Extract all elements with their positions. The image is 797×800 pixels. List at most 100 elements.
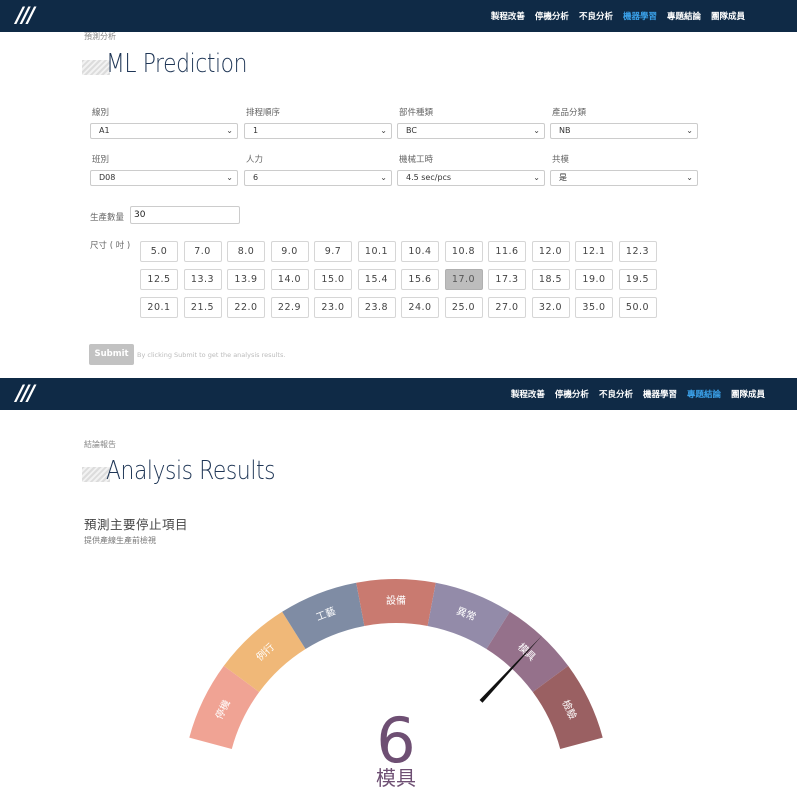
field-select[interactable]: A1 ⌄ (90, 123, 238, 139)
size-option[interactable]: 8.0 (227, 241, 265, 262)
size-option[interactable]: 11.6 (488, 241, 526, 262)
size-option[interactable]: 14.0 (270, 269, 309, 290)
gauge-segment (223, 611, 306, 693)
size-option[interactable]: 10.1 (357, 241, 396, 262)
submit-button[interactable]: Submit (89, 344, 134, 365)
chevron-down-icon: ⌄ (533, 126, 540, 135)
nav-item-team[interactable]: 團隊成員 (730, 390, 765, 400)
size-option[interactable]: 9.0 (270, 241, 309, 262)
field-select[interactable]: 是 ⌄ (550, 170, 698, 186)
gauge-segment (356, 579, 436, 626)
navbar: /// 製程改善 停機分析 不良分析 機器學習 專題結論 團隊成員 (0, 0, 797, 32)
size-option[interactable]: 17.0 (444, 269, 483, 290)
size-option[interactable]: 18.5 (531, 269, 570, 290)
nav-item-conclusion[interactable]: 專題結論 (666, 12, 701, 22)
size-option[interactable]: 10.4 (401, 241, 439, 262)
field-select[interactable]: 6 ⌄ (244, 170, 392, 186)
size-option[interactable]: 12.0 (531, 241, 570, 262)
size-option[interactable]: 5.0 (140, 241, 178, 262)
page-title: ML Prediction (106, 49, 248, 79)
nav-item-downtime[interactable]: 停機分析 (534, 12, 569, 22)
field-select-value: A1 (99, 126, 110, 135)
size-option[interactable]: 27.0 (488, 297, 526, 318)
size-option[interactable]: 19.0 (575, 269, 613, 290)
size-option[interactable]: 15.4 (357, 269, 396, 290)
field-select-value: BC (406, 126, 417, 135)
logo[interactable]: /// (16, 3, 35, 27)
nav-item-defect[interactable]: 不良分析 (578, 12, 613, 22)
nav-item-defect[interactable]: 不良分析 (598, 390, 633, 400)
gauge-chart: 停機例行工藝設備異常模具檢驗6模具 (189, 579, 603, 790)
nav-item-process[interactable]: 製程改善 (490, 12, 525, 22)
gauge-segment (532, 665, 603, 750)
gauge-value: 6 (376, 704, 415, 777)
chevron-down-icon: ⌄ (686, 126, 693, 135)
field-label: 機械工時 (399, 155, 434, 165)
size-option[interactable]: 17.3 (488, 269, 526, 290)
nav-item-ml[interactable]: 機器學習 (642, 390, 677, 400)
size-option[interactable]: 7.0 (183, 241, 222, 262)
field-select[interactable]: D08 ⌄ (90, 170, 238, 186)
size-option[interactable]: 23.8 (357, 297, 396, 318)
gauge-segment (282, 582, 365, 650)
field-select-value: 4.5 sec/pcs (406, 173, 452, 182)
size-label: 尺寸 ( 吋 ) (90, 241, 131, 251)
field-select[interactable]: 1 ⌄ (244, 123, 392, 139)
size-option[interactable]: 12.1 (575, 241, 613, 262)
field-select-value: D08 (99, 173, 116, 182)
size-option[interactable]: 23.0 (314, 297, 352, 318)
nav-item-conclusion[interactable]: 專題結論 (686, 390, 721, 400)
nav-item-ml[interactable]: 機器學習 (622, 12, 657, 22)
page-title: Analysis Results (106, 456, 276, 486)
gauge-value-label: 模具 (376, 766, 416, 790)
field-select-value: 是 (559, 173, 567, 182)
field-label: 班別 (92, 155, 110, 165)
size-option[interactable]: 9.7 (314, 241, 352, 262)
navbar: /// 製程改善 停機分析 不良分析 機器學習 專題結論 團隊成員 (0, 378, 797, 410)
chevron-down-icon: ⌄ (686, 173, 693, 182)
field-label: 排程順序 (246, 108, 281, 118)
gauge-segment-label: 設備 (386, 594, 406, 607)
size-option[interactable]: 21.5 (183, 297, 222, 318)
field-label: 人力 (246, 155, 264, 165)
gauge-segment (189, 665, 260, 750)
size-option[interactable]: 10.8 (444, 241, 483, 262)
size-option[interactable]: 12.5 (140, 269, 178, 290)
field-select[interactable]: 4.5 sec/pcs ⌄ (397, 170, 545, 186)
field-select[interactable]: NB ⌄ (550, 123, 698, 139)
size-option[interactable]: 50.0 (618, 297, 657, 318)
heading-stripe (82, 60, 110, 75)
size-option[interactable]: 20.1 (140, 297, 178, 318)
nav-menu: 製程改善 停機分析 不良分析 機器學習 專題結論 團隊成員 (511, 378, 765, 410)
size-option[interactable]: 12.3 (618, 241, 657, 262)
size-option[interactable]: 19.5 (618, 269, 657, 290)
nav-item-downtime[interactable]: 停機分析 (554, 390, 589, 400)
size-option[interactable]: 22.9 (270, 297, 309, 318)
quantity-label: 生產數量 (90, 213, 125, 223)
field-select-value: NB (559, 126, 571, 135)
field-select[interactable]: BC ⌄ (397, 123, 545, 139)
size-option[interactable]: 25.0 (444, 297, 483, 318)
size-option[interactable]: 22.0 (227, 297, 265, 318)
heading-stripe (82, 467, 110, 482)
gauge-needle (479, 635, 543, 703)
size-option[interactable]: 15.0 (314, 269, 352, 290)
size-option[interactable]: 32.0 (531, 297, 570, 318)
field-select-value: 6 (253, 173, 259, 182)
size-option[interactable]: 13.9 (227, 269, 265, 290)
gauge-segment (427, 582, 510, 650)
chevron-down-icon: ⌄ (380, 173, 387, 182)
nav-item-process[interactable]: 製程改善 (510, 390, 545, 400)
chevron-down-icon: ⌄ (533, 173, 540, 182)
field-label: 產品分類 (552, 108, 587, 118)
size-option[interactable]: 24.0 (401, 297, 439, 318)
size-option[interactable]: 35.0 (575, 297, 613, 318)
breadcrumb: 結論報告 (84, 440, 116, 449)
nav-item-team[interactable]: 團隊成員 (710, 12, 745, 22)
section-description: 提供產線生產前檢視 (84, 536, 156, 545)
submit-hint: By clicking Submit to get the analysis r… (137, 351, 286, 359)
size-option[interactable]: 15.6 (401, 269, 439, 290)
size-option[interactable]: 13.3 (183, 269, 222, 290)
logo[interactable]: /// (16, 381, 35, 405)
quantity-input[interactable]: 30 (130, 206, 240, 224)
